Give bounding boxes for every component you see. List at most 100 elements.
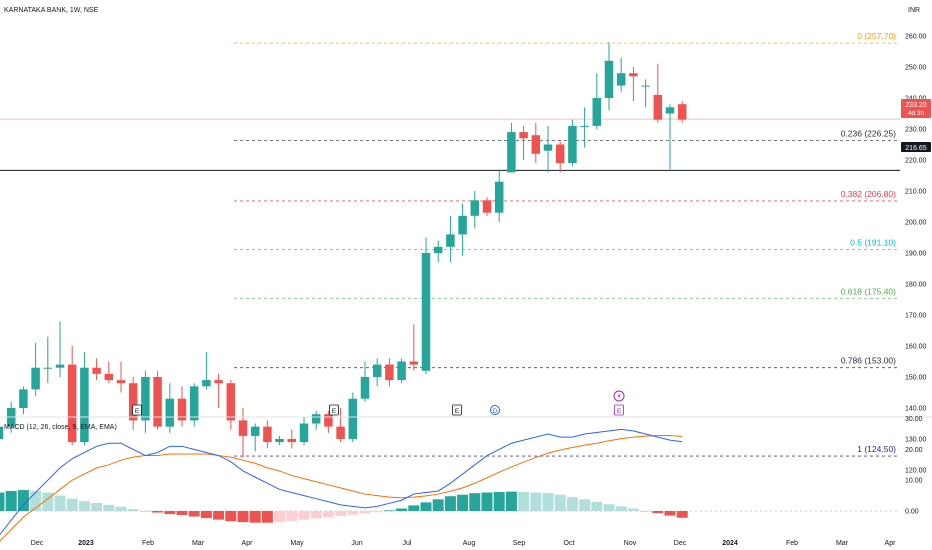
candle-body — [604, 60, 614, 98]
candle-body — [641, 85, 650, 87]
candle-body — [458, 215, 467, 235]
time-tick-label: Apr — [242, 540, 254, 547]
candle-body — [580, 125, 589, 127]
macd-histogram-bar — [420, 502, 432, 511]
price-tick-label: 200.00 — [905, 220, 927, 227]
macd-histogram-bar — [505, 491, 517, 511]
time-tick-label: Dec — [31, 540, 44, 547]
macd-histogram-bar — [237, 511, 249, 523]
candle-body — [360, 377, 370, 399]
candle-body — [128, 383, 138, 421]
macd-histogram-bar — [115, 506, 127, 511]
dividend-marker — [490, 405, 500, 415]
macd-histogram-bar — [603, 504, 615, 511]
candle-body — [409, 361, 419, 365]
macd-histogram-bar — [457, 494, 469, 511]
price-tick-label: 230.00 — [905, 127, 927, 134]
macd-histogram-bar — [579, 499, 591, 511]
chart-title[interactable]: KARNATAKA BANK, 1W, NSE — [4, 7, 99, 14]
macd-histogram-bar — [261, 511, 273, 523]
macd-histogram-bar — [139, 511, 151, 512]
macd-histogram-bar — [176, 511, 188, 516]
time-tick-label: Nov — [624, 540, 637, 547]
macd-histogram-bar — [396, 508, 408, 511]
candle-body — [116, 380, 126, 384]
macd-histogram-bar — [249, 511, 261, 523]
time-tick-label: Mar — [836, 540, 849, 547]
candle-body — [92, 367, 101, 374]
candle-body — [67, 364, 77, 443]
candle-body — [592, 98, 602, 126]
macd-histogram-bar — [627, 508, 639, 511]
price-tick-label: 190.00 — [905, 251, 927, 258]
macd-histogram-bar — [444, 496, 456, 511]
earnings-marker-label: E — [332, 408, 337, 415]
macd-histogram-bar — [30, 490, 42, 511]
time-tick-label: Jun — [351, 540, 362, 547]
macd-histogram-bar — [0, 492, 5, 511]
price-tick-label: 250.00 — [905, 65, 927, 72]
time-tick-label: Aug — [463, 540, 476, 547]
candle-body — [202, 380, 211, 387]
macd-tick-label: 20.00 — [905, 447, 923, 454]
fib-level-label: 0.236 (226.25) — [841, 129, 896, 139]
macd-histogram-bar — [5, 490, 17, 511]
candle-body — [141, 377, 150, 421]
macd-histogram-bar — [359, 511, 371, 514]
earnings-marker-label: E — [455, 408, 460, 415]
candle-body — [348, 398, 358, 439]
price-tick-label: 170.00 — [905, 313, 927, 320]
time-tick-label: 2023 — [78, 540, 94, 547]
macd-histogram-bar — [78, 501, 90, 511]
macd-title[interactable]: MACD (12, 26, close, 9, EMA, EMA) — [4, 424, 117, 431]
candle-body — [470, 200, 480, 216]
candle-body — [531, 135, 541, 154]
candle-body — [555, 144, 565, 164]
macd-signal-line — [0, 435, 683, 542]
candle-body — [653, 94, 663, 120]
candle-body — [165, 398, 175, 427]
time-tick-label: Feb — [786, 540, 798, 547]
time-tick-label: Jul — [403, 540, 412, 547]
price-tick-label: 140.00 — [905, 406, 927, 413]
time-tick-label: Apr — [885, 540, 897, 547]
macd-histogram-bar — [591, 501, 603, 511]
price-tick-label: 120.00 — [905, 468, 927, 475]
candle-body — [287, 439, 297, 443]
last-price-tag: 233.20 4d 3h — [901, 99, 931, 118]
macd-histogram-bar — [383, 510, 395, 512]
fib-level-label: 0.618 (175.40) — [841, 286, 896, 296]
candle-body — [299, 423, 309, 443]
currency-label[interactable]: INR — [908, 7, 920, 14]
macd-histogram-bar — [54, 495, 66, 511]
earnings-marker — [132, 404, 142, 416]
candle-body — [55, 364, 65, 368]
macd-line — [0, 428, 683, 536]
time-tick-label: Feb — [142, 540, 154, 547]
candle-body — [494, 181, 504, 213]
macd-histogram-bar — [103, 504, 115, 511]
candle-body — [324, 414, 333, 427]
candle-body — [629, 73, 638, 77]
macd-histogram-bar — [335, 511, 347, 516]
macd-histogram-bar — [200, 511, 212, 519]
candle-body — [214, 380, 223, 384]
candle-body — [0, 426, 4, 439]
macd-histogram-bar — [298, 511, 310, 520]
fib-level-label: 0 (257.70) — [857, 31, 896, 41]
candle-body — [665, 107, 675, 114]
macd-histogram-bar — [530, 492, 542, 511]
macd-histogram-bar — [652, 511, 664, 514]
macd-histogram-bar — [542, 493, 554, 511]
time-tick-label: Sep — [513, 540, 526, 547]
candle-body — [43, 367, 53, 369]
macd-histogram-bar — [554, 494, 566, 511]
earnings-marker — [452, 404, 462, 416]
time-tick-label: May — [290, 540, 304, 547]
candle-body — [311, 414, 321, 424]
price-tick-label: 220.00 — [905, 158, 927, 165]
time-axis[interactable]: Dec 2023 Feb Mar Apr May Jun Jul Aug Sep Oct Nov Dec… — [31, 540, 896, 547]
macd-histogram-bar — [664, 511, 676, 516]
